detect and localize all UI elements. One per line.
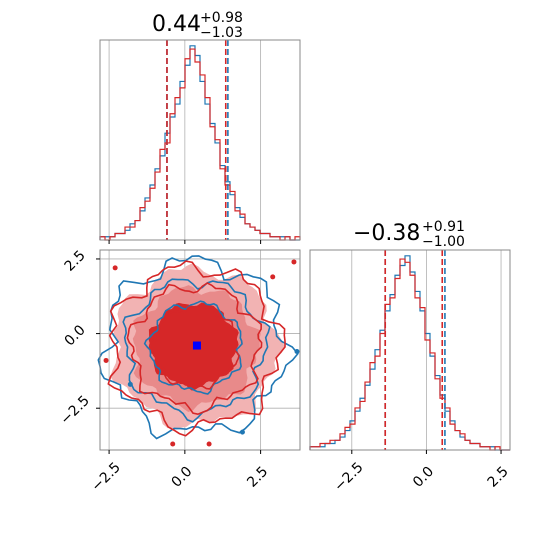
outlier-red (291, 259, 297, 265)
truth-point-marker (192, 341, 201, 350)
contour-line-blue (122, 278, 271, 423)
histogram-step-blue (309, 255, 510, 451)
x-marginal-title: 0.44 +0.98 −1.03 (152, 10, 243, 41)
outlier-red (170, 441, 176, 447)
contour-line-red (126, 282, 263, 416)
y-title-lower: −1.00 (422, 234, 465, 250)
contour-line-red (148, 304, 240, 390)
outlier-blue (127, 381, 133, 387)
outlier-red (206, 441, 212, 447)
x-tick-label: 2.5 (244, 464, 271, 491)
x-tick-label: 0.0 (410, 464, 437, 491)
y-tick-label: 0.0 (62, 322, 89, 349)
contour-line-blue (97, 255, 299, 440)
outlier-red (112, 265, 118, 271)
x-title-lower: −1.03 (200, 25, 243, 41)
outlier-blue (294, 348, 300, 354)
contour-line-blue (143, 300, 243, 395)
x-tick-label: −2.5 (89, 459, 124, 494)
outlier-red (270, 274, 276, 280)
y-marginal-histogram: −2.5 0.0 2.5 (309, 249, 512, 495)
outlier-red (103, 357, 109, 363)
y-tick-label: −2.5 (57, 393, 92, 428)
histogram-step-red (99, 48, 301, 241)
y-tick-label: 2.5 (62, 248, 89, 275)
outlier-blue (239, 429, 245, 435)
y-marginal-frame (309, 249, 511, 451)
joint-contour-panel: −2.5 0.0 2.5 −2.5 0.0 2.5 (57, 248, 301, 495)
x-title-upper: +0.98 (200, 10, 243, 26)
joint-frame (99, 249, 301, 451)
y-marginal-title: −0.38 +0.91 −1.00 (353, 219, 465, 250)
x-marginal-histogram (99, 39, 301, 244)
x-tick-label: 0.0 (168, 464, 195, 491)
x-marginal-frame (99, 39, 301, 241)
x-tick-label: −2.5 (331, 459, 366, 494)
histogram-step-red (309, 258, 510, 451)
x-title-median: 0.44 (152, 12, 201, 37)
y-title-median: −0.38 (353, 221, 420, 246)
contour-line-red (107, 260, 286, 437)
y-title-upper: +0.91 (422, 219, 465, 235)
x-tick-label: 2.5 (485, 464, 512, 491)
